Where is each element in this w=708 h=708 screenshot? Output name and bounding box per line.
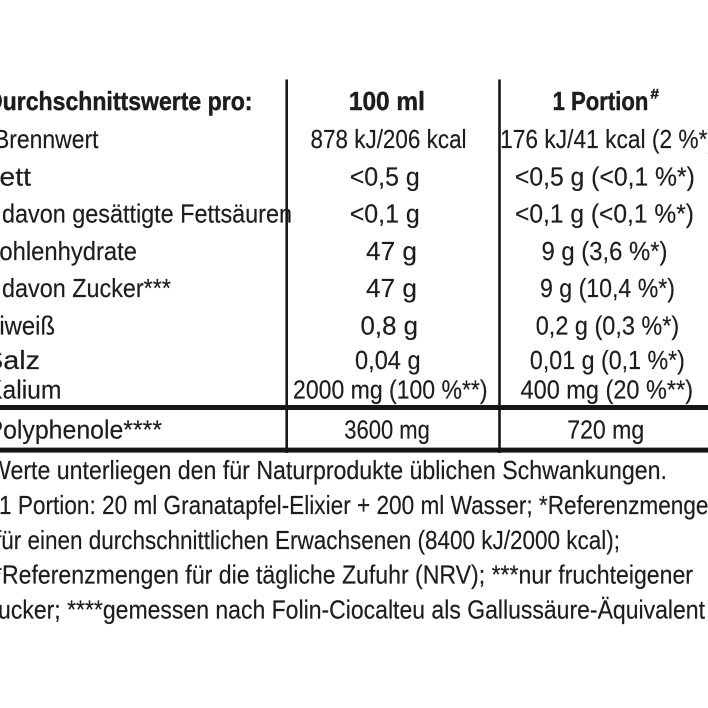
svg-text:0,04 g: 0,04 g: [355, 345, 421, 375]
svg-text:<0,5 g (<0,1 %*): <0,5 g (<0,1 %*): [515, 162, 695, 192]
svg-text:Brennwert: Brennwert: [0, 124, 99, 154]
svg-text:für einen durchschnittlichen E: für einen durchschnittlichen Erwachsenen…: [0, 525, 620, 555]
svg-text:1 Portion: 20 ml Granatapfel-E: 1 Portion: 20 ml Granatapfel-Elixier + 2…: [0, 490, 708, 520]
svg-text:davon Zucker***: davon Zucker***: [2, 273, 171, 303]
svg-text:100 ml: 100 ml: [349, 86, 425, 116]
svg-text:176 kJ/41 kcal (2 %*): 176 kJ/41 kcal (2 %*): [500, 124, 708, 154]
svg-text:0,8 g: 0,8 g: [361, 310, 419, 340]
svg-text:720 mg: 720 mg: [567, 415, 644, 445]
svg-text:**Referenzmengen für die tägli: **Referenzmengen für die tägliche Zufuhr…: [0, 560, 693, 590]
svg-text:3600 mg: 3600 mg: [344, 415, 430, 445]
svg-text:878 kJ/206 kcal: 878 kJ/206 kcal: [311, 124, 467, 154]
svg-text:Durchschnittswerte pro:: Durchschnittswerte pro:: [0, 86, 253, 116]
svg-text:9 g (3,6 %*): 9 g (3,6 %*): [542, 236, 668, 266]
svg-text:0,01 g (0,1 %*): 0,01 g (0,1 %*): [530, 345, 685, 375]
svg-text:<0,5 g: <0,5 g: [350, 162, 420, 192]
svg-text:Kalium: Kalium: [0, 375, 62, 405]
svg-text:9 g (10,4 %*): 9 g (10,4 %*): [540, 273, 675, 303]
svg-text:Fett: Fett: [0, 162, 32, 192]
svg-text:400 mg (20 %**): 400 mg (20 %**): [521, 375, 694, 405]
svg-text:Zucker; ****gemessen nach Foli: Zucker; ****gemessen nach Folin-Ciocalte…: [0, 595, 706, 625]
svg-text:1 Portion: 1 Portion: [553, 86, 649, 116]
svg-text:<0,1 g: <0,1 g: [350, 198, 420, 228]
svg-text:Salz: Salz: [0, 345, 40, 375]
svg-text:<0,1 g (<0,1 %*): <0,1 g (<0,1 %*): [515, 198, 694, 228]
svg-text:Kohlenhydrate: Kohlenhydrate: [0, 236, 137, 266]
svg-text:Werte unterliegen den für Natu: Werte unterliegen den für Naturprodukte …: [0, 455, 667, 485]
svg-text:0,2 g (0,3 %*): 0,2 g (0,3 %*): [536, 310, 680, 340]
svg-text:2000 mg (100 %**): 2000 mg (100 %**): [293, 375, 488, 405]
svg-text:47 g: 47 g: [366, 236, 417, 266]
svg-text:Polyphenole****: Polyphenole****: [0, 415, 162, 445]
svg-text:#: #: [651, 86, 660, 102]
svg-text:davon gesättigte Fettsäuren: davon gesättigte Fettsäuren: [2, 198, 292, 228]
svg-text:Eiweiß: Eiweiß: [0, 310, 55, 340]
svg-text:47 g: 47 g: [366, 273, 417, 303]
